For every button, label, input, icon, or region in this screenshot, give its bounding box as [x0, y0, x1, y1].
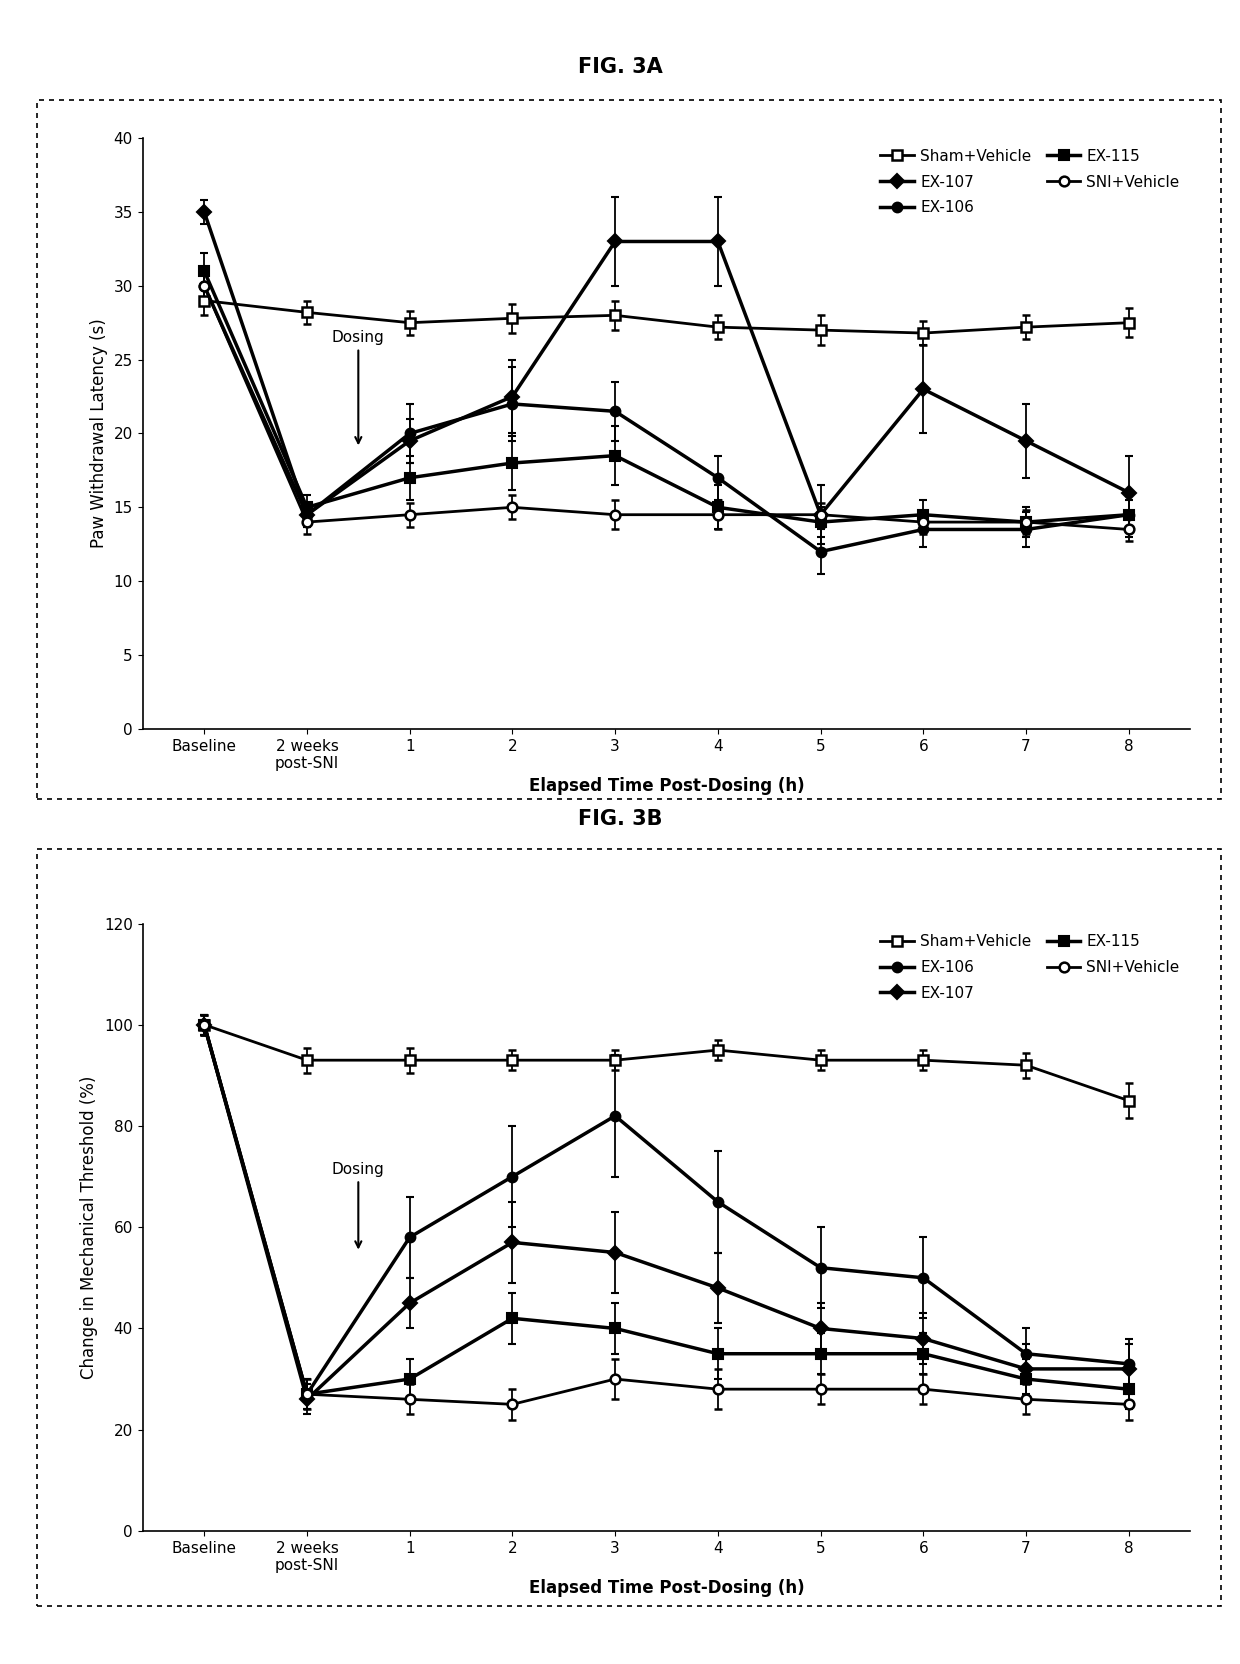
Text: FIG. 3B: FIG. 3B [578, 809, 662, 829]
Text: Dosing: Dosing [332, 329, 384, 443]
Legend: Sham+Vehicle, EX-107, EX-106, EX-115, SNI+Vehicle: Sham+Vehicle, EX-107, EX-106, EX-115, SN… [874, 143, 1185, 221]
Text: Dosing: Dosing [332, 1161, 384, 1248]
Y-axis label: Paw Withdrawal Latency (s): Paw Withdrawal Latency (s) [91, 318, 108, 549]
X-axis label: Elapsed Time Post-Dosing (h): Elapsed Time Post-Dosing (h) [528, 777, 805, 794]
Text: FIG. 3A: FIG. 3A [578, 57, 662, 77]
X-axis label: Elapsed Time Post-Dosing (h): Elapsed Time Post-Dosing (h) [528, 1579, 805, 1596]
Y-axis label: Change in Mechanical Threshold (%): Change in Mechanical Threshold (%) [81, 1075, 98, 1379]
Legend: Sham+Vehicle, EX-106, EX-107, EX-115, SNI+Vehicle: Sham+Vehicle, EX-106, EX-107, EX-115, SN… [874, 929, 1185, 1007]
